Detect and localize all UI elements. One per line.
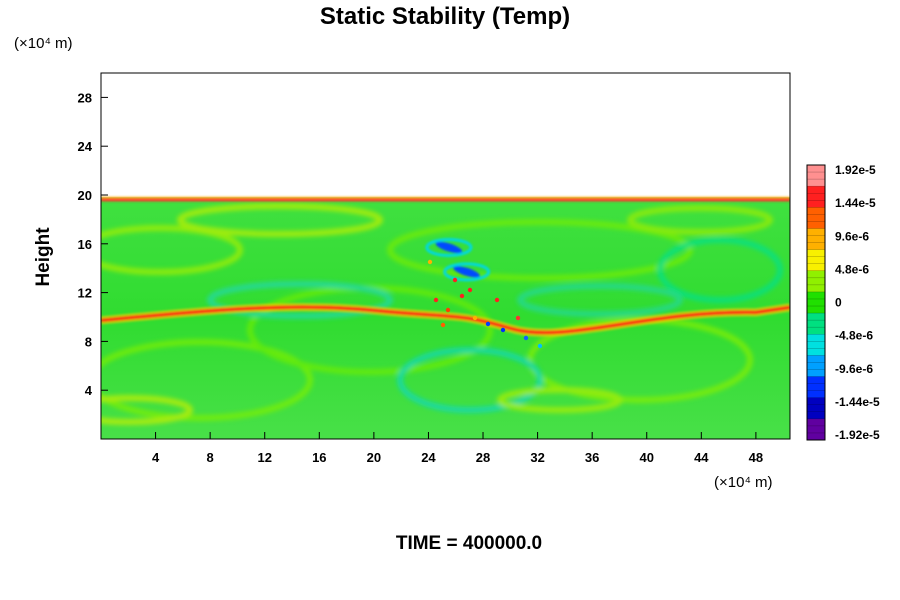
colorbar-swatch (807, 291, 825, 314)
colorbar: 1.92e-5 1.44e-5 9.6e-6 4.8e-6 0 -4.8e-6 -9.6e-… (806, 163, 880, 442)
y-axis-label: Height (33, 227, 54, 287)
plot-area (101, 73, 790, 439)
x-tick-label: 4 (152, 450, 160, 465)
colorbar-swatch (807, 186, 825, 208)
field-features (101, 196, 790, 337)
time-label: TIME = 400000.0 (396, 533, 542, 554)
colorbar-swatch (807, 313, 825, 335)
x-tick-label: 48 (749, 450, 763, 465)
field-speckles (427, 259, 543, 349)
colorbar-swatch (807, 376, 825, 399)
x-tick-label: 28 (476, 450, 490, 465)
colorbar-label: -1.44e-5 (835, 395, 880, 409)
colorbar-swatch (807, 397, 825, 420)
colorbar-label: -4.8e-6 (835, 329, 873, 343)
y-tick-label: 12 (78, 286, 92, 301)
colorbar-swatch (807, 334, 825, 356)
feature-negative-2 (435, 241, 463, 254)
colorbar-label: 9.6e-6 (835, 229, 869, 243)
x-tick-label: 32 (530, 450, 544, 465)
y-axis: 4 8 12 16 20 24 28 (78, 90, 108, 398)
colorbar-label: 0 (835, 296, 842, 310)
y-unit-label: (×10⁴ m) (14, 35, 73, 52)
x-tick-label: 12 (257, 450, 271, 465)
colorbar-swatch (807, 270, 825, 293)
colorbar-swatch (807, 165, 825, 187)
y-tick-label: 8 (85, 334, 92, 349)
colorbar-swatch (807, 207, 825, 229)
colorbar-swatch (807, 355, 825, 378)
plot-frame (100, 72, 791, 440)
field-texture (101, 203, 783, 425)
x-tick-label: 8 (207, 450, 214, 465)
y-tick-label: 20 (78, 188, 92, 203)
colorbar-swatch (807, 249, 825, 272)
x-tick-label: 16 (312, 450, 326, 465)
colorbar-label: 1.44e-5 (835, 196, 876, 210)
chart-title: Static Stability (Temp) (320, 3, 570, 30)
y-tick-label: 28 (78, 90, 92, 105)
x-tick-label: 40 (640, 450, 654, 465)
x-tick-label: 24 (421, 450, 436, 465)
feature-negative-3 (453, 266, 481, 278)
colorbar-label: -1.92e-5 (835, 428, 880, 442)
y-tick-label: 24 (78, 139, 93, 154)
colorbar-swatch (807, 228, 825, 251)
x-axis: 4 8 12 16 20 24 28 32 36 40 44 48 (152, 432, 763, 465)
colorbar-swatch (807, 418, 825, 441)
x-tick-label: 36 (585, 450, 599, 465)
x-tick-label: 44 (694, 450, 709, 465)
x-tick-label: 20 (367, 450, 381, 465)
y-tick-label: 16 (78, 237, 92, 252)
colorbar-label: 4.8e-6 (835, 262, 869, 276)
x-unit-label: (×10⁴ m) (714, 474, 773, 491)
y-tick-label: 4 (85, 383, 93, 398)
colorbar-label: 1.92e-5 (835, 163, 876, 177)
colorbar-label: -9.6e-6 (835, 362, 873, 376)
feature-positive-1 (101, 305, 790, 335)
